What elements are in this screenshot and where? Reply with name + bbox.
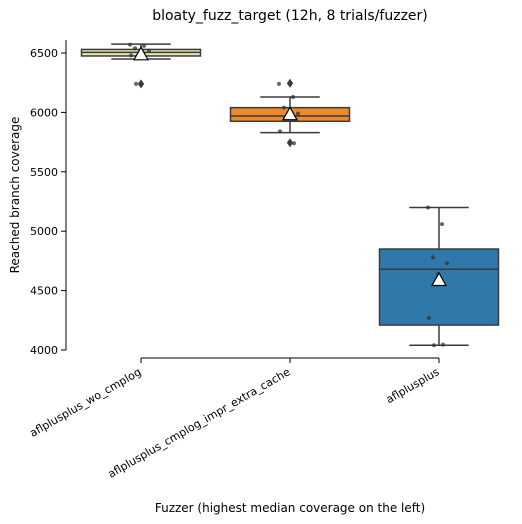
outlier-marker [286,138,294,148]
mean-marker [132,45,150,61]
data-point [292,141,296,146]
data-point [431,255,435,260]
data-point [440,222,444,227]
data-point [277,81,281,86]
y-axis-label: Reached branch coverage [8,117,22,274]
x-tick-label: aflplusplus_wo_cmplog [28,365,144,439]
data-point [129,53,133,58]
data-point [147,48,151,53]
box-group-aflplusplus_wo_cmplog [80,42,202,89]
y-tick-label: 5000 [30,225,58,238]
data-point [296,111,300,116]
data-point [142,43,146,48]
data-point [128,42,132,47]
x-tick-label: aflplusplus [384,365,442,406]
data-point [291,94,295,99]
x-axis-label: Fuzzer (highest median coverage on the l… [155,501,425,515]
data-point [441,342,445,347]
outlier-marker [137,79,145,89]
y-tick-label: 6500 [30,47,58,60]
data-point [282,105,286,110]
chart-title: bloaty_fuzz_target (12h, 8 trials/fuzzer… [152,8,428,24]
data-point [427,315,431,320]
data-point [426,205,430,210]
data-point [432,343,436,348]
mean-marker [430,271,448,287]
y-tick-label: 6000 [30,106,58,119]
x-tick-label: aflplusplus_cmplog_impr_extra_cache [106,365,293,480]
y-tick-label: 4500 [30,285,58,298]
box-group-aflplusplus_cmplog_impr_extra_cache [229,78,351,148]
data-point [134,81,138,86]
y-tick-label: 5500 [30,166,58,179]
box-group-aflplusplus [378,205,500,348]
boxes-layer [80,42,500,348]
data-point [278,129,282,134]
mean-marker [281,105,299,121]
outlier-marker [286,78,294,88]
data-point [445,261,449,266]
data-point [133,46,137,51]
y-tick-label: 4000 [30,344,58,357]
box-iqr [378,248,500,326]
